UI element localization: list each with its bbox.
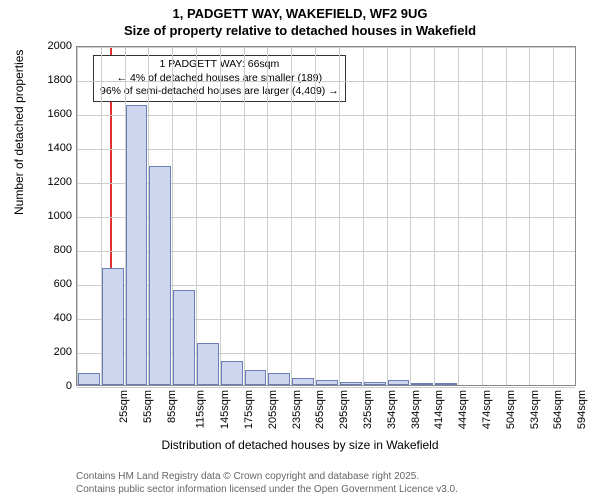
chart-plot-area: 1 PADGETT WAY: 66sqm ← 4% of detached ho…	[76, 46, 576, 386]
histogram-bar	[149, 166, 171, 385]
footer-line1: Contains HM Land Registry data © Crown c…	[76, 470, 458, 483]
chart-title-sub: Size of property relative to detached ho…	[0, 21, 600, 38]
grid-line-v	[267, 47, 268, 385]
x-tick-label: 414sqm	[434, 390, 446, 429]
y-tick-label: 1600	[48, 108, 72, 120]
grid-line-h	[77, 115, 575, 116]
grid-line-v	[291, 47, 292, 385]
x-tick-label: 534sqm	[529, 390, 541, 429]
grid-line-v	[434, 47, 435, 385]
grid-line-v	[315, 47, 316, 385]
histogram-bar	[292, 378, 314, 385]
y-tick-label: 800	[54, 244, 72, 256]
grid-line-v	[458, 47, 459, 385]
grid-line-v	[339, 47, 340, 385]
grid-line-v	[220, 47, 221, 385]
histogram-bar	[340, 382, 362, 385]
y-tick-label: 1800	[48, 74, 72, 86]
histogram-bar	[364, 382, 386, 385]
x-tick-label: 235sqm	[291, 390, 303, 429]
x-tick-label: 384sqm	[410, 390, 422, 429]
x-tick-label: 145sqm	[219, 390, 231, 429]
histogram-bar	[78, 373, 100, 385]
x-tick-label: 444sqm	[457, 390, 469, 429]
footer-attribution: Contains HM Land Registry data © Crown c…	[76, 470, 458, 496]
y-tick-label: 1000	[48, 210, 72, 222]
grid-line-v	[244, 47, 245, 385]
grid-line-h	[77, 149, 575, 150]
histogram-bar	[316, 380, 338, 385]
x-tick-label: 55sqm	[142, 390, 154, 423]
histogram-bar	[102, 268, 124, 385]
x-tick-label: 85sqm	[166, 390, 178, 423]
y-tick-label: 2000	[48, 40, 72, 52]
x-tick-label: 175sqm	[243, 390, 255, 429]
grid-line-v	[387, 47, 388, 385]
x-tick-label: 25sqm	[118, 390, 130, 423]
histogram-bar	[245, 370, 267, 385]
histogram-bar	[411, 383, 433, 385]
histogram-bar	[388, 380, 410, 385]
grid-line-v	[363, 47, 364, 385]
grid-line-v	[482, 47, 483, 385]
x-tick-label: 474sqm	[481, 390, 493, 429]
histogram-bar	[197, 343, 219, 386]
histogram-bar	[221, 361, 243, 385]
y-tick-label: 600	[54, 278, 72, 290]
x-tick-label: 594sqm	[576, 390, 588, 429]
x-axis-label: Distribution of detached houses by size …	[0, 438, 600, 452]
grid-line-v	[410, 47, 411, 385]
x-tick-label: 354sqm	[386, 390, 398, 429]
histogram-bar	[435, 383, 457, 385]
histogram-bar	[268, 373, 290, 385]
grid-line-h	[77, 81, 575, 82]
x-tick-label: 564sqm	[553, 390, 565, 429]
grid-line-v	[529, 47, 530, 385]
y-tick-label: 0	[66, 380, 72, 392]
x-tick-label: 504sqm	[505, 390, 517, 429]
y-axis-label: Number of detached properties	[12, 50, 26, 215]
grid-line-h	[77, 387, 575, 388]
chart-container: 1, PADGETT WAY, WAKEFIELD, WF2 9UG Size …	[0, 0, 600, 500]
footer-line2: Contains public sector information licen…	[76, 483, 458, 496]
x-tick-label: 295sqm	[338, 390, 350, 429]
histogram-bar	[173, 290, 195, 385]
y-tick-label: 400	[54, 312, 72, 324]
chart-title-main: 1, PADGETT WAY, WAKEFIELD, WF2 9UG	[0, 0, 600, 21]
x-tick-label: 325sqm	[362, 390, 374, 429]
y-tick-label: 1200	[48, 176, 72, 188]
y-tick-label: 1400	[48, 142, 72, 154]
grid-line-h	[77, 47, 575, 48]
y-tick-label: 200	[54, 346, 72, 358]
grid-line-v	[506, 47, 507, 385]
x-tick-label: 205sqm	[267, 390, 279, 429]
x-tick-label: 265sqm	[315, 390, 327, 429]
grid-line-v	[196, 47, 197, 385]
grid-line-v	[553, 47, 554, 385]
grid-line-v	[77, 47, 78, 385]
x-tick-label: 115sqm	[195, 390, 207, 428]
histogram-bar	[126, 105, 148, 386]
